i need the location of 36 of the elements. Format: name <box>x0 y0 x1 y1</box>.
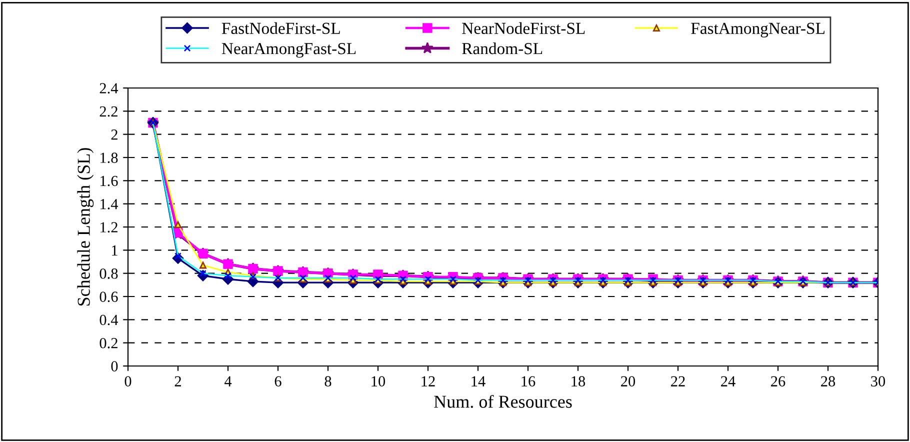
x-tick-label: 8 <box>324 376 332 386</box>
legend-label: FastAmongNear-SL <box>691 22 824 38</box>
x-tick-label: 24 <box>721 376 736 386</box>
y-tick-label: 1.8 <box>100 152 118 164</box>
legend-label: FastNodeFirst-SL <box>222 22 340 34</box>
x-tick-label: 28 <box>821 376 836 386</box>
y-tick-label: 0.2 <box>100 338 118 348</box>
x-tick-label: 0 <box>124 376 132 386</box>
legend-label: NearNodeFirst-SL <box>462 22 585 34</box>
x-tick-label: 2 <box>174 376 181 386</box>
y-tick-label: 0 <box>111 361 118 372</box>
legend-label: Random-SL <box>462 42 542 54</box>
y-tick-label: 0.6 <box>100 292 118 302</box>
x-tick-label: 22 <box>671 376 685 386</box>
x-tick-label: 26 <box>771 376 786 386</box>
y-tick-label: 2.4 <box>100 83 118 94</box>
y-tick-label: 1.6 <box>100 176 118 186</box>
y-tick-label: 1.2 <box>100 222 118 233</box>
y-tick-label: 0.4 <box>100 314 118 326</box>
x-axis-title: Num. of Resources <box>434 394 572 408</box>
x-tick-label: 20 <box>621 376 636 386</box>
y-tick-label: 2.2 <box>100 106 118 117</box>
x-tick-label: 6 <box>274 376 282 386</box>
legend-label: NearAmongFast-SL <box>222 43 356 58</box>
x-tick-label: 16 <box>522 376 536 386</box>
x-tick-label: 18 <box>572 376 586 386</box>
y-axis-title: Schedule Length (SL) <box>77 148 94 306</box>
x-tick-label: 4 <box>224 376 232 386</box>
y-tick-label: 0.8 <box>100 268 118 279</box>
y-tick-label: 2 <box>111 130 118 140</box>
x-tick-label: 30 <box>871 376 886 386</box>
x-tick-label: 14 <box>472 376 486 386</box>
y-tick-label: 1.4 <box>100 199 118 210</box>
x-tick-label: 12 <box>422 376 435 386</box>
x-tick-label: 10 <box>372 376 386 386</box>
y-tick-label: 1 <box>112 245 118 256</box>
